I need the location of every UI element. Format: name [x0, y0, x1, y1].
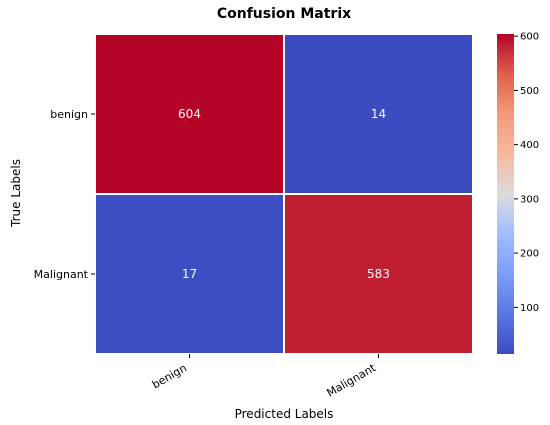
- y-tick-label-1: Malignant: [34, 268, 89, 281]
- heatmap-cell-0-0: [94, 33, 285, 195]
- colorbar-tick-label-3: 400: [520, 140, 539, 151]
- y-tick-label-0: benign: [50, 108, 88, 121]
- cell-value-label-1-0: 17: [182, 267, 197, 281]
- chart-title: Confusion Matrix: [217, 6, 351, 22]
- y-axis-label: True Labels: [9, 159, 23, 228]
- colorbar-tick-label-5: 600: [520, 32, 539, 43]
- heatmap-cell-labels: 604 14 17 583: [178, 107, 390, 281]
- x-axis-label: Predicted Labels: [235, 407, 334, 421]
- x-axis-ticks: benign Malignant: [150, 354, 379, 400]
- colorbar-gradient: [497, 34, 514, 354]
- cell-value-label-1-1: 583: [367, 267, 390, 281]
- heatmap-cell-0-1: [283, 33, 474, 195]
- x-tick-label-1: Malignant: [324, 361, 378, 400]
- cell-value-label-0-0: 604: [178, 107, 201, 121]
- heatmap-cell-1-1: [283, 193, 474, 355]
- colorbar: [497, 34, 514, 354]
- x-tick-label-0: benign: [150, 361, 189, 391]
- colorbar-ticks: 100 200 300 400 500 600: [514, 32, 539, 314]
- colorbar-tick-label-2: 300: [520, 194, 539, 205]
- heatmap-cells: [94, 33, 474, 355]
- colorbar-tick-label-0: 100: [520, 303, 539, 314]
- y-axis-ticks: benign Malignant: [34, 108, 95, 281]
- colorbar-tick-label-1: 200: [520, 249, 539, 260]
- cell-value-label-0-1: 14: [371, 107, 386, 121]
- heatmap-cell-1-0: [94, 193, 285, 355]
- colorbar-tick-label-4: 500: [520, 86, 539, 97]
